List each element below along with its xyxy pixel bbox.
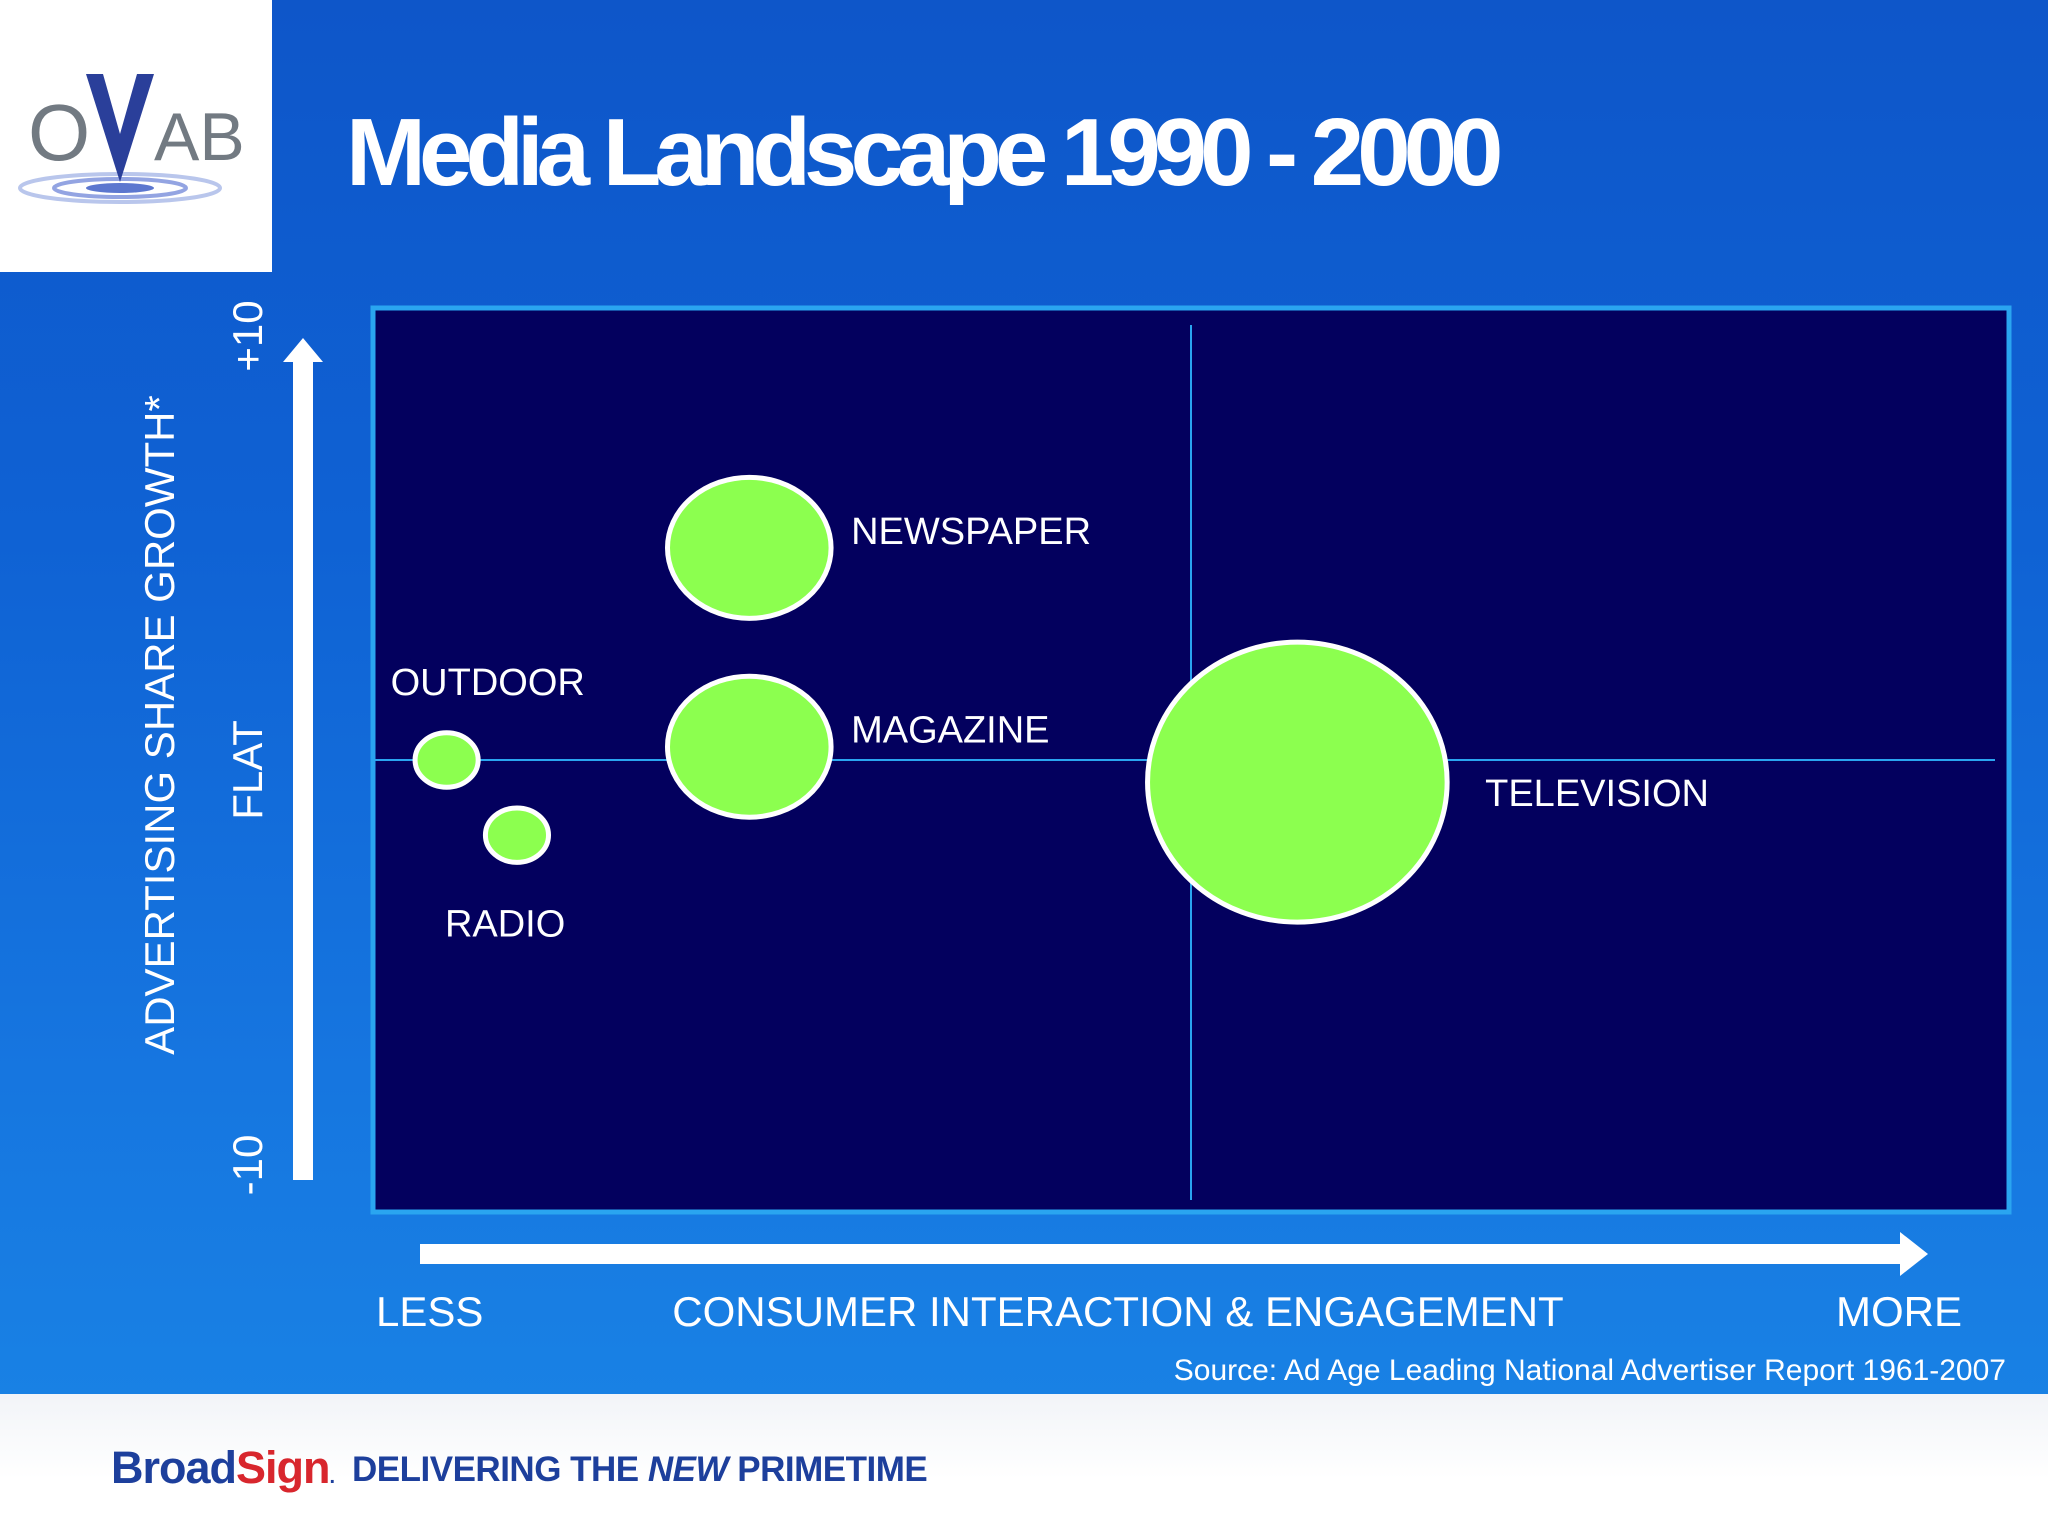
bubble-label-television: TELEVISION: [1485, 773, 1709, 815]
y-tick-label-top: +10: [224, 300, 271, 371]
bubble-label-radio: RADIO: [445, 903, 565, 945]
tagline-pre: DELIVERING THE: [352, 1450, 648, 1489]
bubble-label-magazine: MAGAZINE: [851, 710, 1049, 752]
bubble-label-outdoor: OUTDOOR: [391, 662, 585, 704]
y-tick-label-bottom: -10: [224, 1135, 271, 1196]
brand-accent: Sign: [236, 1442, 330, 1493]
x-axis-label-more: MORE: [1836, 1288, 1962, 1335]
bubble-magazine: [664, 673, 834, 820]
source-note: Source: Ad Age Leading National Advertis…: [1173, 1354, 2006, 1387]
bubble-newspaper: [664, 474, 834, 621]
svg-text:O: O: [28, 88, 90, 177]
slide-title: Media Landscape 1990 - 2000: [346, 99, 1503, 206]
broadsign-logo: BroadSign.: [111, 1442, 335, 1494]
x-axis-arrow-shaft: [420, 1244, 1910, 1264]
tagline-post: PRIMETIME: [728, 1450, 928, 1489]
y-axis-arrow-head: [283, 338, 323, 362]
svg-text:AB: AB: [154, 99, 245, 175]
brand-main: Broad: [111, 1442, 237, 1493]
bubble-outdoor: [412, 730, 481, 790]
ovab-logo: O AB: [0, 0, 272, 272]
x-axis-label: CONSUMER INTERACTION & ENGAGEMENT: [672, 1288, 1563, 1335]
bubbles-layer: NEWSPAPER MAGAZINE OUTDOOR RADIO TELEVISION: [391, 474, 1709, 945]
tagline-em: NEW: [647, 1450, 729, 1489]
y-axis-arrow-shaft: [293, 360, 313, 1180]
bubble-label-newspaper: NEWSPAPER: [851, 511, 1091, 553]
y-axis-label: ADVERTISING SHARE GROWTH*: [136, 395, 183, 1055]
brand-mark: .: [329, 1466, 335, 1488]
ovab-logo-mark: O AB: [18, 74, 245, 204]
tagline: DELIVERING THE NEW PRIMETIME: [352, 1450, 928, 1490]
footer-band: [0, 1394, 2048, 1536]
x-axis-label-less: LESS: [376, 1288, 483, 1335]
x-axis-arrow-head: [1900, 1232, 1928, 1276]
bubble-television: [1145, 639, 1450, 925]
bubble-radio: [482, 805, 552, 865]
y-tick-label-flat: FLAT: [224, 720, 271, 820]
